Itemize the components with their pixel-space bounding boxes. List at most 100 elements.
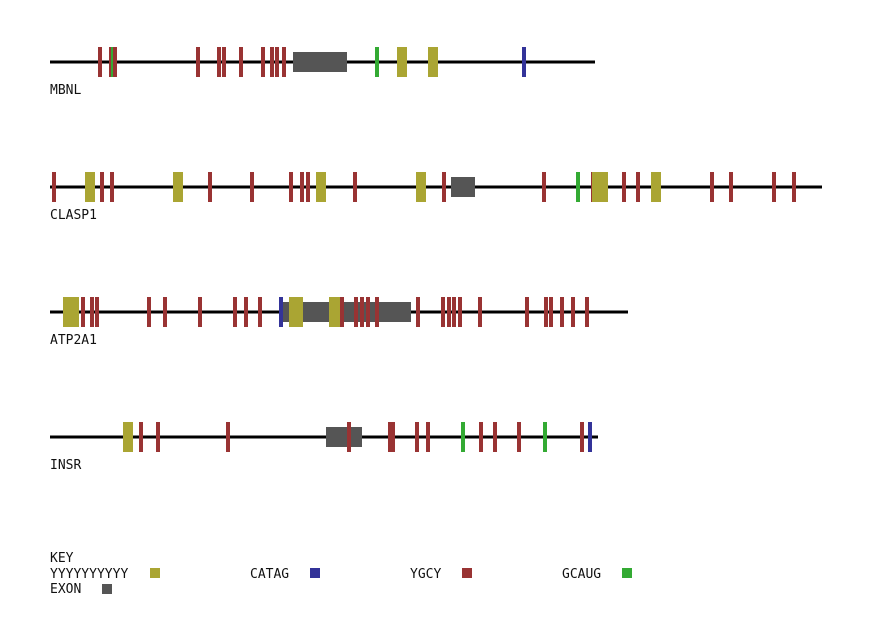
motif-ygcy [163,297,167,327]
motif-ygcy [479,422,483,452]
motif-ygcy [139,422,143,452]
motif-gcaug [576,172,580,202]
motif-ygcy [270,47,274,77]
motif-ygcy [366,297,370,327]
motif-ygcy [233,297,237,327]
motif-ygcy [415,422,419,452]
motif-polyy [592,172,602,202]
motif-ygcy [222,47,226,77]
motif-ygcy [442,172,446,202]
gene-label-atp2a1: ATP2A1 [50,333,97,348]
motif-ygcy [375,297,379,327]
motif-ygcy [549,297,553,327]
motif-ygcy [289,172,293,202]
motif-ygcy [52,172,56,202]
motif-ygcy [458,297,462,327]
motif-polyy [293,297,303,327]
motif-ygcy [244,297,248,327]
motif-ygcy [95,297,99,327]
key-label-ygcy: YGCY [410,567,441,582]
motif-ygcy [792,172,796,202]
motif-ygcy [306,172,310,202]
motif-catag [522,47,526,77]
motif-ygcy [544,297,548,327]
gene-track-clasp1: CLASP1 [50,172,822,223]
motif-ygcy [90,297,94,327]
motif-ygcy [426,422,430,452]
key-label-polyy: YYYYYYYYYY [50,567,128,582]
motif-polyy [416,172,426,202]
motif-ygcy [100,172,104,202]
motif-polyy [69,297,79,327]
motif-ygcy [542,172,546,202]
motif-ygcy [250,172,254,202]
motif-gcaug [375,47,379,77]
motif-polyy [651,172,661,202]
motif-ygcy [441,297,445,327]
motif-ygcy [147,297,151,327]
motif-ygcy [113,47,117,77]
key-label-gcaug: GCAUG [562,567,601,582]
key-label-catag: CATAG [250,567,289,582]
motif-ygcy [354,297,358,327]
motif-ygcy [452,297,456,327]
motif-polyy [316,172,326,202]
motif-ygcy [772,172,776,202]
motif-ygcy [517,422,521,452]
motif-ygcy [525,297,529,327]
exon-block [326,427,362,447]
motif-ygcy [353,172,357,202]
key-swatch-catag [310,568,320,578]
motif-ygcy [580,422,584,452]
motif-ygcy [258,297,262,327]
motif-ygcy [300,172,304,202]
motif-ygcy [156,422,160,452]
motif-ygcy [388,422,392,452]
motif-ygcy [261,47,265,77]
motif-ygcy [282,47,286,77]
motif-ygcy [275,47,279,77]
motif-ygcy [110,172,114,202]
motif-ygcy [217,47,221,77]
key-swatch-exon [102,584,112,594]
motif-ygcy [391,422,395,452]
motif-ygcy [560,297,564,327]
exon-block [293,52,347,72]
gene-label-mbnl: MBNL [50,83,81,98]
motif-polyy [598,172,608,202]
key-swatch-ygcy [462,568,472,578]
motif-ygcy [636,172,640,202]
motif-ygcy [360,297,364,327]
motif-ygcy [729,172,733,202]
gene-track-mbnl: MBNL [50,47,595,98]
key-legend: KEY YYYYYYYYYY CATAG YGCY GCAUG EXON [50,551,632,597]
motif-ygcy [447,297,451,327]
motif-ygcy [226,422,230,452]
motif-ygcy [478,297,482,327]
motif-ygcy [493,422,497,452]
motif-polyy [333,297,343,327]
exon-block [451,177,475,197]
motif-polyy [123,422,133,452]
motif-gcaug [543,422,547,452]
motif-ygcy [98,47,102,77]
motif-ygcy [208,172,212,202]
key-swatch-polyy [150,568,160,578]
key-label-exon: EXON [50,582,81,597]
motif-catag [588,422,592,452]
key-swatch-gcaug [622,568,632,578]
motif-ygcy [239,47,243,77]
motif-ygcy [710,172,714,202]
motif-ygcy [198,297,202,327]
gene-label-insr: INSR [50,458,81,473]
motif-ygcy [347,422,351,452]
motif-ygcy [585,297,589,327]
key-title: KEY [50,551,74,566]
motif-ygcy [571,297,575,327]
motif-polyy [173,172,183,202]
motif-polyy [428,47,438,77]
motif-ygcy [340,297,344,327]
motif-ygcy [81,297,85,327]
